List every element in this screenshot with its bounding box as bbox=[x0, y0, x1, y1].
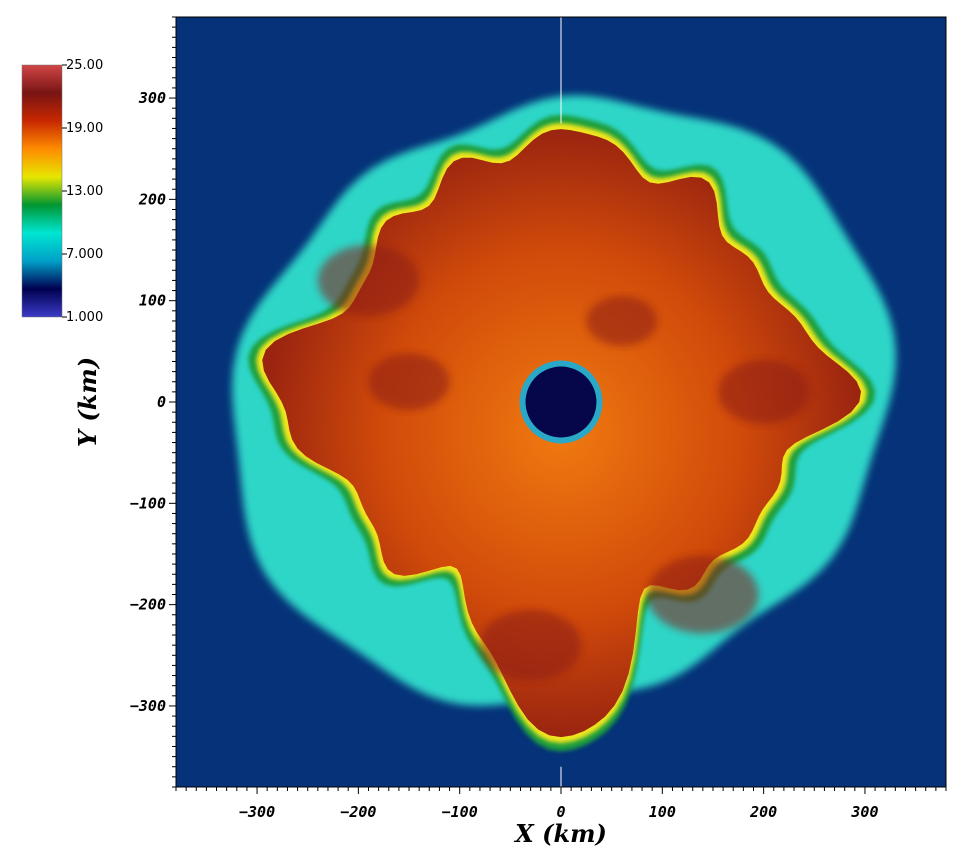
dark-ejecta-patches bbox=[317, 244, 810, 681]
x-axis: −300 −200 −100 0 100 200 300 bbox=[175, 787, 947, 821]
y-tick-label: 300 bbox=[138, 89, 166, 107]
x-tick-label: 200 bbox=[749, 803, 777, 821]
colorbar: 25.00 19.00 13.00 7.000 1.000 bbox=[21, 58, 103, 325]
y-tick-label: 0 bbox=[157, 393, 166, 411]
colorbar-tick-label: 19.00 bbox=[66, 121, 103, 136]
y-tick-label: −200 bbox=[130, 596, 166, 614]
colorbar-tick-label: 25.00 bbox=[66, 58, 103, 73]
x-tick-label: 0 bbox=[556, 803, 565, 821]
y-axis: −300 −200 −100 0 100 200 300 bbox=[130, 16, 176, 788]
dark-ejecta-patch bbox=[368, 353, 450, 411]
colorbar-tick-label: 1.000 bbox=[66, 310, 103, 325]
x-tick-label: −200 bbox=[340, 803, 376, 821]
core-region bbox=[525, 366, 597, 438]
x-tick-label: 100 bbox=[649, 803, 676, 821]
y-tick-label: −100 bbox=[130, 494, 166, 512]
y-tick-label: −300 bbox=[130, 697, 166, 715]
y-tick-label: 100 bbox=[139, 292, 166, 310]
y-tick-label: 200 bbox=[138, 190, 166, 208]
dark-ejecta-patch bbox=[718, 359, 810, 424]
x-tick-label: −300 bbox=[239, 803, 275, 821]
y-axis-title: Y (km) bbox=[73, 357, 102, 447]
dark-ejecta-patch bbox=[317, 244, 420, 316]
x-tick-label: −100 bbox=[442, 803, 478, 821]
x-tick-label: 300 bbox=[850, 803, 878, 821]
colorbar-gradient bbox=[21, 64, 63, 318]
dark-ejecta-patch bbox=[479, 609, 582, 681]
heatmap-field bbox=[176, 17, 946, 787]
dark-ejecta-patch bbox=[647, 555, 759, 634]
dark-ejecta-patch bbox=[586, 296, 658, 346]
x-axis-title: X (km) bbox=[513, 819, 607, 848]
colorbar-tick-label: 13.00 bbox=[66, 184, 103, 199]
colorbar-tick-label: 7.000 bbox=[66, 247, 103, 262]
